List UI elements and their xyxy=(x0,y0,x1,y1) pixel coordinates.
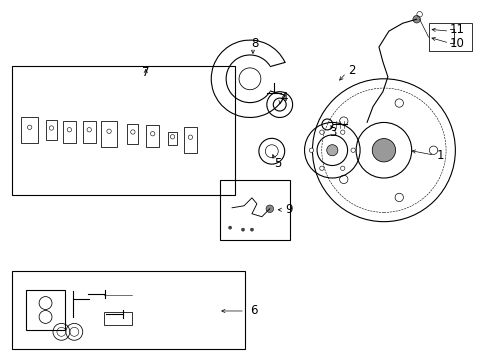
Text: 3: 3 xyxy=(329,126,336,139)
Text: 11: 11 xyxy=(449,23,464,36)
Circle shape xyxy=(326,145,337,156)
Bar xyxy=(427,23,471,51)
Text: 10: 10 xyxy=(449,37,464,50)
Bar xyxy=(12,271,244,349)
Circle shape xyxy=(228,226,231,229)
Circle shape xyxy=(339,175,347,184)
Circle shape xyxy=(250,228,253,231)
Bar xyxy=(63,121,76,143)
Bar xyxy=(183,127,197,153)
Bar xyxy=(127,125,138,144)
Bar xyxy=(220,180,289,239)
Text: 9: 9 xyxy=(285,203,292,216)
Circle shape xyxy=(340,166,344,171)
Circle shape xyxy=(394,99,403,107)
Circle shape xyxy=(319,166,324,171)
Text: 6: 6 xyxy=(250,305,257,318)
Bar xyxy=(168,132,177,145)
Text: 1: 1 xyxy=(436,149,443,162)
Bar xyxy=(21,117,38,143)
Circle shape xyxy=(309,148,313,152)
Text: 8: 8 xyxy=(251,37,258,50)
Text: 5: 5 xyxy=(273,157,281,170)
Circle shape xyxy=(265,205,273,212)
Bar xyxy=(12,66,235,195)
Bar xyxy=(46,121,57,140)
Circle shape xyxy=(339,117,347,125)
Circle shape xyxy=(371,139,395,162)
Circle shape xyxy=(394,193,403,202)
Bar xyxy=(104,312,132,325)
Text: 4: 4 xyxy=(279,91,287,104)
Circle shape xyxy=(412,15,420,23)
Bar xyxy=(82,121,96,143)
Circle shape xyxy=(241,228,244,231)
Text: 2: 2 xyxy=(348,64,355,77)
Circle shape xyxy=(350,148,355,152)
Text: 7: 7 xyxy=(142,66,149,79)
Circle shape xyxy=(340,130,344,134)
Bar xyxy=(26,290,65,330)
Bar xyxy=(101,121,117,147)
Bar xyxy=(146,125,159,147)
Circle shape xyxy=(428,146,437,154)
Circle shape xyxy=(319,130,324,134)
